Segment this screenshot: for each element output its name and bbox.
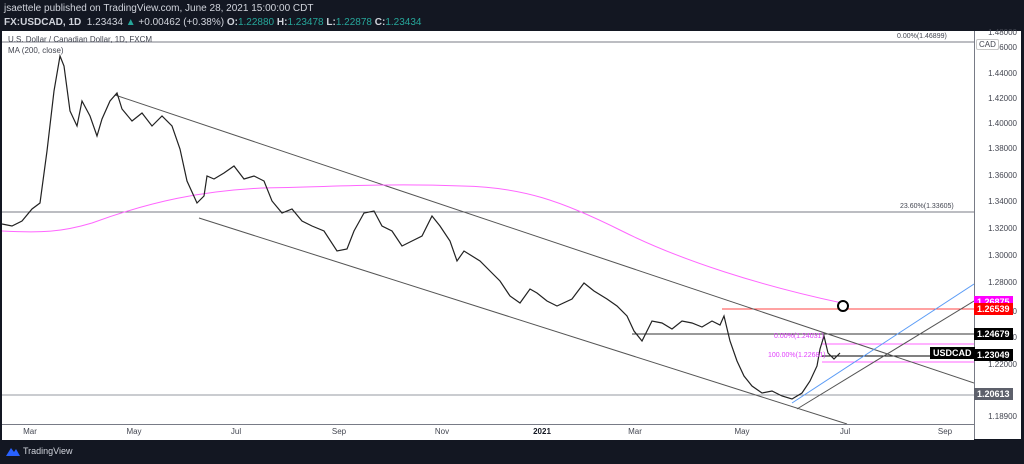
price-label-black2: 1.23049	[974, 349, 1013, 361]
symbol: FX:USDCAD, 1D	[4, 17, 82, 28]
fib-top-label: 0.00%(1.46899)	[897, 33, 947, 40]
footer: TradingView	[6, 446, 73, 456]
chart-frame[interactable]: U.S. Dollar / Canadian Dollar, 1D, FXCM …	[1, 28, 1021, 440]
price-label-red: 1.26539	[974, 303, 1013, 315]
high-value: 1.23478	[287, 17, 324, 28]
price-label-gray: 1.20613	[974, 388, 1013, 400]
price-axis[interactable]: 1.48000 1.46000 1.44000 1.42000 1.40000 …	[974, 28, 1021, 439]
close-value: 1.23434	[385, 17, 422, 28]
up-arrow-icon: ▲	[125, 17, 136, 28]
quote-line: FX:USDCAD, 1D 1.23434 ▲ +0.00462 (+0.38%…	[4, 17, 422, 28]
fib-100-label: 100.00%(1.22681)	[768, 352, 826, 359]
last-price: 1.23434	[86, 17, 123, 28]
publisher-line: jsaettele published on TradingView.com, …	[4, 3, 314, 14]
tradingview-logo-icon	[6, 448, 20, 456]
brand[interactable]: TradingView	[23, 446, 73, 456]
open-value: 1.22880	[237, 17, 275, 28]
change: +0.00462 (+0.38%)	[138, 17, 225, 28]
price-label-black1: 1.24679	[974, 328, 1013, 340]
fib-0-label: 0.00%(1.24031)	[774, 333, 824, 340]
currency-label: CAD	[976, 39, 999, 50]
chart-canvas	[1, 41, 975, 425]
fib-236-label: 23.60%(1.33605)	[900, 203, 954, 210]
time-axis[interactable]: Mar May Jul Sep Nov 2021 Mar May Jul Sep	[2, 424, 974, 440]
series-title: U.S. Dollar / Canadian Dollar, 1D, FXCM	[8, 35, 153, 44]
price-plot[interactable]: U.S. Dollar / Canadian Dollar, 1D, FXCM …	[1, 31, 975, 425]
low-value: 1.22878	[335, 17, 372, 28]
ma-indicator-label[interactable]: MA (200, close)	[8, 46, 64, 55]
symbol-tag: USDCAD	[930, 347, 975, 359]
